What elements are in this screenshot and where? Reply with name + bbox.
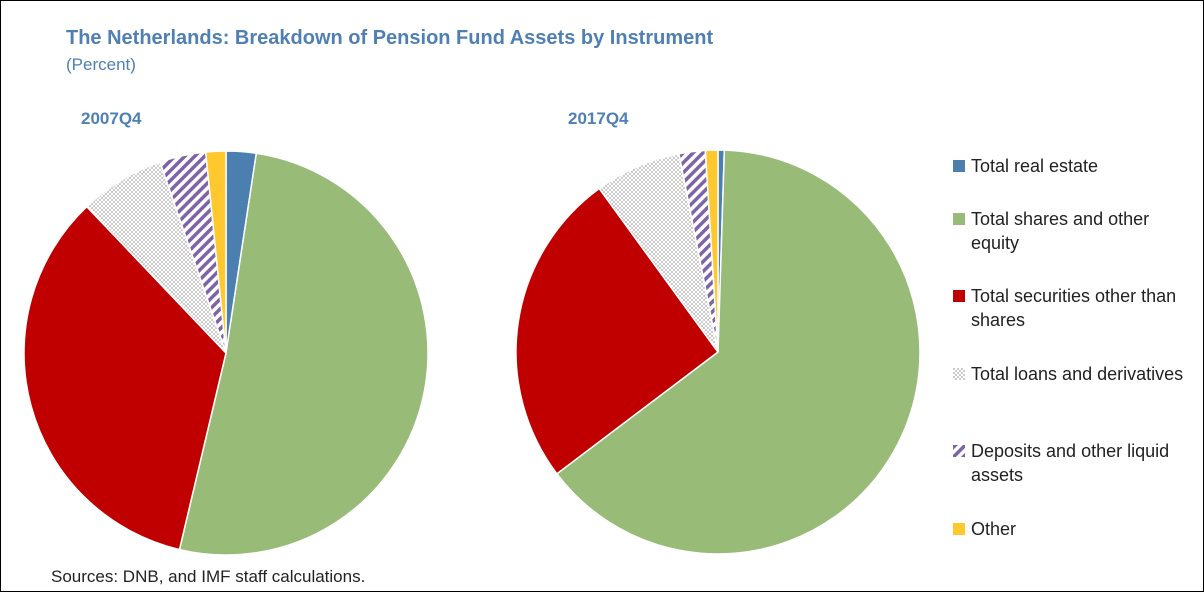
chart-title: The Netherlands: Breakdown of Pension Fu… — [66, 27, 714, 49]
legend-swatch — [953, 368, 965, 380]
source: Sources: DNB, and IMF staff calculations… — [51, 567, 366, 586]
pie-slice — [555, 149, 921, 555]
legend-swatch — [953, 213, 965, 225]
legend-label: Other — [971, 519, 1017, 539]
legend-label: Total real estate — [971, 156, 1099, 176]
pie-slice — [515, 187, 720, 475]
pie-title: 2007Q4 — [81, 109, 142, 128]
legend-label: Total loans and derivatives — [971, 364, 1184, 384]
pie-slice — [178, 152, 429, 556]
legend-label: Total shares and other equity — [971, 209, 1150, 253]
legend-label: Total securities other than shares — [971, 286, 1177, 330]
legend-swatch — [953, 523, 965, 535]
pie-slice — [204, 150, 227, 354]
pie-slice — [23, 205, 227, 551]
legend-swatch — [953, 160, 965, 172]
legend-label: Deposits and other liquid assets — [971, 441, 1170, 485]
pie-title: 2017Q4 — [568, 109, 629, 128]
legend-swatch — [953, 445, 965, 457]
pie-slice — [704, 149, 719, 353]
subtitle: (Percent) — [66, 55, 136, 74]
legend-swatch — [953, 290, 965, 302]
